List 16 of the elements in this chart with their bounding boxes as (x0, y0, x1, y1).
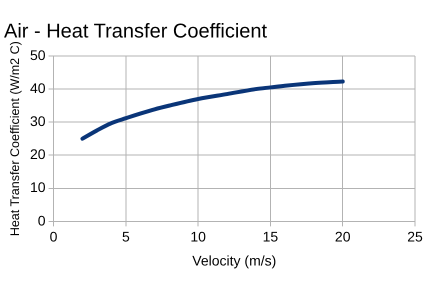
x-tick-label: 10 (190, 228, 206, 245)
y-tick-label: 0 (38, 212, 46, 228)
x-tick-label: 25 (407, 228, 423, 245)
x-axis-title: Velocity (m/s) (192, 252, 276, 268)
y-tick-label: 20 (30, 146, 46, 162)
y-tick-label: 40 (30, 80, 46, 96)
y-axis-title: Heat Transfer Coefficient (W/m2 C) (8, 41, 22, 236)
x-tick-label: 0 (50, 228, 58, 245)
line-series (80, 79, 345, 141)
x-tick-label: 5 (122, 228, 130, 245)
y-tick-label: 50 (30, 46, 46, 63)
chart-title: Air - Heat Transfer Coefficient (4, 20, 268, 43)
y-tick-label: 10 (30, 179, 46, 196)
x-tick-label: 20 (334, 228, 351, 245)
y-tick-label: 30 (30, 113, 46, 130)
x-tick-label: 15 (262, 228, 278, 245)
